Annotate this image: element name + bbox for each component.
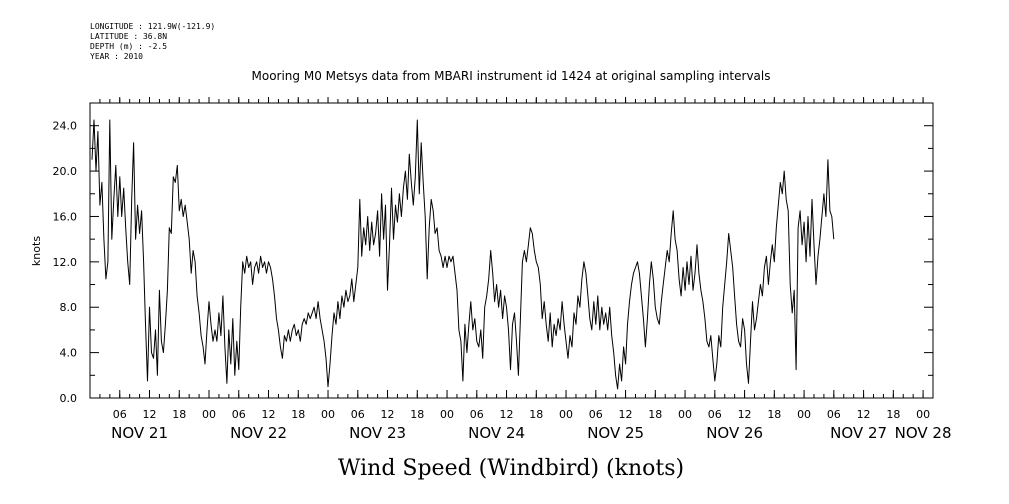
plot-frame [89, 102, 934, 399]
x-hour-label: 06 [708, 408, 722, 421]
x-day-label: NOV 28 [895, 424, 952, 442]
x-hour-label: 18 [767, 408, 781, 421]
x-hour-label: 00 [202, 408, 216, 421]
y-axis-label: knots [30, 236, 43, 266]
x-hour-label: 18 [410, 408, 424, 421]
x-hour-label: 00 [916, 408, 930, 421]
y-tick-label: 12.0 [53, 256, 78, 269]
location-metadata: LONGITUDE : 121.9W(-121.9) LATITUDE : 36… [90, 22, 215, 62]
x-hour-label: 18 [529, 408, 543, 421]
y-tick-label: 8.0 [60, 301, 78, 314]
y-tick-label: 16.0 [53, 210, 78, 223]
x-hour-label: 00 [321, 408, 335, 421]
x-hour-label: 06 [232, 408, 246, 421]
x-hour-label: 12 [857, 408, 871, 421]
x-day-label: NOV 26 [706, 424, 763, 442]
y-tick-label: 24.0 [53, 120, 78, 133]
x-hour-label: 00 [678, 408, 692, 421]
series-layer [91, 119, 835, 390]
x-hour-label: 06 [589, 408, 603, 421]
x-hour-label: 12 [262, 408, 276, 421]
x-hour-label: 00 [559, 408, 573, 421]
x-hour-label: 12 [738, 408, 752, 421]
x-day-label: NOV 25 [587, 424, 644, 442]
x-hour-label: 18 [172, 408, 186, 421]
x-hour-label: 12 [619, 408, 633, 421]
x-day-label: NOV 21 [111, 424, 168, 442]
x-hour-label: 12 [381, 408, 395, 421]
bottom-title: Wind Speed (Windbird) (knots) [338, 456, 684, 481]
chart-title: Mooring M0 Metsys data from MBARI instru… [252, 69, 771, 83]
x-day-label: NOV 23 [349, 424, 406, 442]
longitude-text: LONGITUDE : 121.9W(-121.9) [90, 22, 216, 31]
x-hour-label: 18 [886, 408, 900, 421]
x-axis: 06 12 18 00 06 12 18 00 06 12 18 00 06 12 18 00 06 12 18 00… [99, 97, 952, 442]
y-tick-label: 20.0 [53, 165, 78, 178]
depth-text: DEPTH (m) : -2.5 [90, 42, 168, 51]
x-hour-label: 06 [351, 408, 365, 421]
y-tick-label: 4.0 [60, 347, 78, 360]
x-hour-label: 18 [291, 408, 305, 421]
x-hour-label: 12 [143, 408, 157, 421]
year-text: YEAR : 2010 [90, 52, 143, 61]
x-hour-label: 00 [797, 408, 811, 421]
x-hour-label: 06 [827, 408, 841, 421]
latitude-text: LATITUDE : 36.8N [90, 32, 168, 41]
x-hour-label: 06 [113, 408, 127, 421]
x-hour-label: 00 [440, 408, 454, 421]
wind-speed-series-line [91, 119, 835, 390]
x-hour-label: 18 [648, 408, 662, 421]
y-tick-label: 0.0 [60, 392, 78, 405]
x-hour-label: 06 [470, 408, 484, 421]
x-day-label: NOV 22 [230, 424, 287, 442]
x-hour-label: 12 [500, 408, 514, 421]
x-day-label: NOV 27 [830, 424, 887, 442]
y-axis: 0.0 4.0 8.0 12.0 16.0 20.0 24.0 [53, 102, 933, 405]
x-day-label: NOV 24 [468, 424, 525, 442]
